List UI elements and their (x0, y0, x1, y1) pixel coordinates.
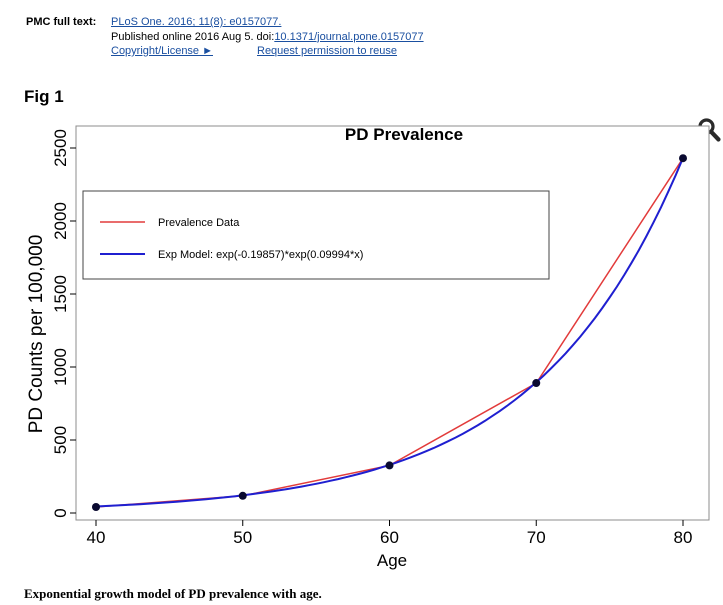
chart-title: PD Prevalence (345, 125, 463, 144)
x-tick-label: 50 (233, 528, 252, 547)
x-tick-label: 70 (527, 528, 546, 547)
doi-link[interactable]: 10.1371/journal.pone.0157077 (274, 30, 424, 43)
legend-label-model: Exp Model: exp(-0.19857)*exp(0.09994*x) (158, 249, 363, 261)
x-tick-label: 40 (87, 528, 106, 547)
y-tick-label: 500 (51, 426, 70, 454)
axis-ticks: 40 50 60 70 80 0 500 1000 1500 2000 2500 (51, 129, 692, 547)
legend-box (82, 190, 550, 280)
y-axis-label: PD Counts per 100,000 (26, 235, 47, 434)
data-point (532, 379, 541, 388)
y-tick-label: 0 (51, 508, 70, 517)
data-point (92, 503, 100, 512)
y-tick-label: 1500 (51, 275, 70, 313)
y-tick-label: 1000 (51, 348, 70, 386)
citation-label: PMC full text: (26, 16, 97, 28)
citation-block: PMC full text: PLoS One. 2016; 11(8): e0… (26, 15, 424, 59)
published-text: Published online 2016 Aug 5. doi: (111, 30, 275, 43)
x-axis-label: Age (377, 551, 407, 570)
legend: Prevalence Data Exp Model: exp(-0.19857)… (82, 190, 550, 280)
y-tick-label: 2000 (51, 202, 70, 240)
data-point (238, 491, 247, 500)
x-tick-label: 80 (674, 528, 693, 547)
data-point (385, 461, 394, 470)
y-tick-label: 2500 (51, 129, 70, 167)
plot-area (75, 125, 710, 521)
x-tick-label: 60 (380, 528, 399, 547)
legend-label-data: Prevalence Data (158, 217, 240, 229)
figure-label: Fig 1 (24, 87, 64, 106)
figure-caption: Exponential growth model of PD prevalenc… (24, 586, 322, 601)
data-points (92, 154, 687, 512)
copyright-link[interactable]: Copyright/License ► (111, 45, 213, 57)
data-point (679, 154, 687, 163)
journal-link[interactable]: PLoS One. 2016; 11(8): e0157077. (111, 16, 282, 28)
permission-link[interactable]: Request permission to reuse (257, 45, 398, 57)
